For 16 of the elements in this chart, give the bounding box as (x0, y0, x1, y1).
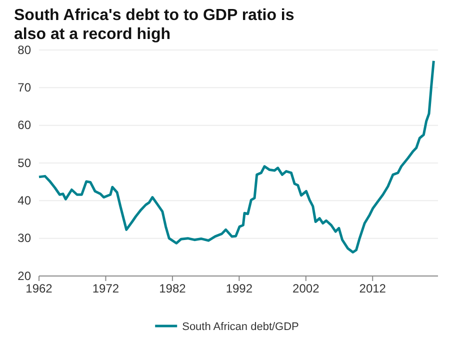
x-tick-label: 1972 (92, 282, 120, 296)
y-tick-label: 50 (18, 156, 32, 170)
x-tick-label: 1992 (226, 282, 253, 296)
y-tick-label: 30 (18, 231, 32, 246)
y-tick-label: 80 (18, 42, 32, 57)
y-tick-label: 70 (18, 80, 32, 95)
y-tick-label: 60 (18, 118, 32, 132)
line-series (38, 60, 435, 254)
x-tick-label: 1962 (26, 282, 53, 296)
y-tick-label: 20 (18, 268, 32, 283)
y-tick-label: 40 (18, 194, 32, 208)
chart-title: South Africa's debt to to GDP ratio is also at a record high (14, 7, 294, 43)
x-tick-label: 2002 (292, 282, 320, 296)
x-tick-label: 1982 (159, 282, 186, 296)
x-tick-label: 2012 (359, 282, 386, 296)
legend-label: South African debt/GDP (182, 321, 299, 333)
